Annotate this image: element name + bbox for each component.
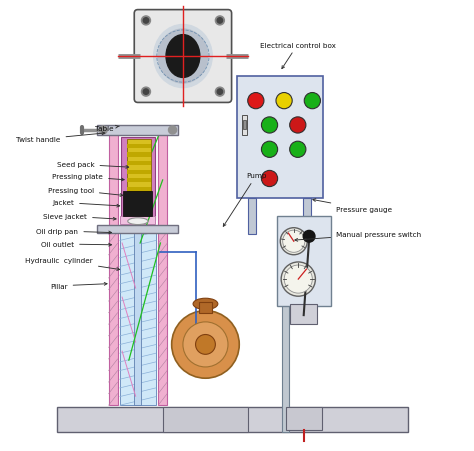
Text: Manual pressure switch: Manual pressure switch bbox=[295, 231, 421, 242]
Text: Twist handle: Twist handle bbox=[16, 133, 105, 143]
Text: Sieve jacket: Sieve jacket bbox=[43, 213, 116, 221]
Bar bbox=[120, 232, 156, 405]
Text: Hydraulic  cylinder: Hydraulic cylinder bbox=[25, 258, 120, 271]
Bar bbox=[158, 127, 167, 405]
Bar bbox=[282, 271, 289, 433]
Text: Jacket: Jacket bbox=[52, 200, 119, 207]
Circle shape bbox=[141, 88, 150, 97]
Circle shape bbox=[290, 142, 306, 158]
Text: Seed pack: Seed pack bbox=[57, 162, 128, 169]
Circle shape bbox=[172, 311, 239, 378]
Bar bbox=[127, 170, 151, 175]
Bar bbox=[248, 198, 256, 235]
Bar bbox=[286, 408, 322, 430]
Circle shape bbox=[196, 335, 215, 354]
Bar bbox=[127, 179, 151, 183]
Circle shape bbox=[248, 93, 264, 110]
Circle shape bbox=[304, 93, 320, 110]
Circle shape bbox=[215, 88, 224, 97]
Bar bbox=[237, 77, 323, 198]
Ellipse shape bbox=[166, 36, 200, 78]
Text: Pressing tool: Pressing tool bbox=[48, 188, 123, 197]
Circle shape bbox=[284, 266, 312, 294]
Text: Pillar: Pillar bbox=[50, 283, 107, 289]
Bar bbox=[277, 216, 331, 306]
Circle shape bbox=[215, 17, 224, 26]
Text: Oil outlet: Oil outlet bbox=[41, 241, 111, 248]
Bar bbox=[97, 225, 178, 233]
Bar bbox=[134, 232, 141, 405]
Circle shape bbox=[183, 322, 228, 367]
Ellipse shape bbox=[128, 218, 148, 225]
Bar bbox=[127, 161, 151, 166]
Circle shape bbox=[280, 228, 307, 255]
Circle shape bbox=[169, 127, 177, 135]
Circle shape bbox=[262, 171, 278, 187]
Bar bbox=[303, 198, 311, 235]
Circle shape bbox=[143, 90, 149, 95]
Circle shape bbox=[217, 18, 223, 24]
Bar bbox=[121, 138, 155, 221]
Circle shape bbox=[276, 93, 292, 110]
Text: Pressing plate: Pressing plate bbox=[52, 174, 124, 181]
Bar bbox=[243, 121, 246, 129]
Bar bbox=[57, 408, 408, 433]
Bar bbox=[127, 187, 151, 192]
Bar bbox=[199, 302, 212, 313]
Circle shape bbox=[262, 142, 278, 158]
Ellipse shape bbox=[158, 30, 208, 84]
Circle shape bbox=[143, 18, 149, 24]
Bar bbox=[242, 116, 247, 136]
Text: Oil drip pan: Oil drip pan bbox=[36, 228, 111, 235]
Bar bbox=[97, 126, 178, 136]
Text: Electrical control box: Electrical control box bbox=[260, 43, 336, 69]
Circle shape bbox=[281, 262, 315, 297]
Bar bbox=[127, 153, 151, 157]
Bar bbox=[127, 144, 151, 149]
Circle shape bbox=[283, 230, 305, 253]
Text: Pressure gauge: Pressure gauge bbox=[313, 199, 392, 213]
Circle shape bbox=[262, 118, 278, 134]
Circle shape bbox=[290, 118, 306, 134]
Text: Pump: Pump bbox=[223, 173, 266, 227]
Circle shape bbox=[217, 90, 223, 95]
Bar bbox=[109, 127, 118, 405]
Bar bbox=[120, 216, 155, 224]
Bar bbox=[123, 192, 152, 216]
Circle shape bbox=[303, 231, 315, 243]
Bar bbox=[290, 304, 317, 324]
Ellipse shape bbox=[154, 25, 212, 88]
Bar bbox=[163, 408, 248, 433]
Bar bbox=[127, 140, 151, 192]
Circle shape bbox=[141, 17, 150, 26]
Text: Table: Table bbox=[95, 126, 119, 132]
FancyBboxPatch shape bbox=[134, 10, 232, 103]
Circle shape bbox=[99, 127, 107, 135]
Ellipse shape bbox=[193, 299, 218, 310]
